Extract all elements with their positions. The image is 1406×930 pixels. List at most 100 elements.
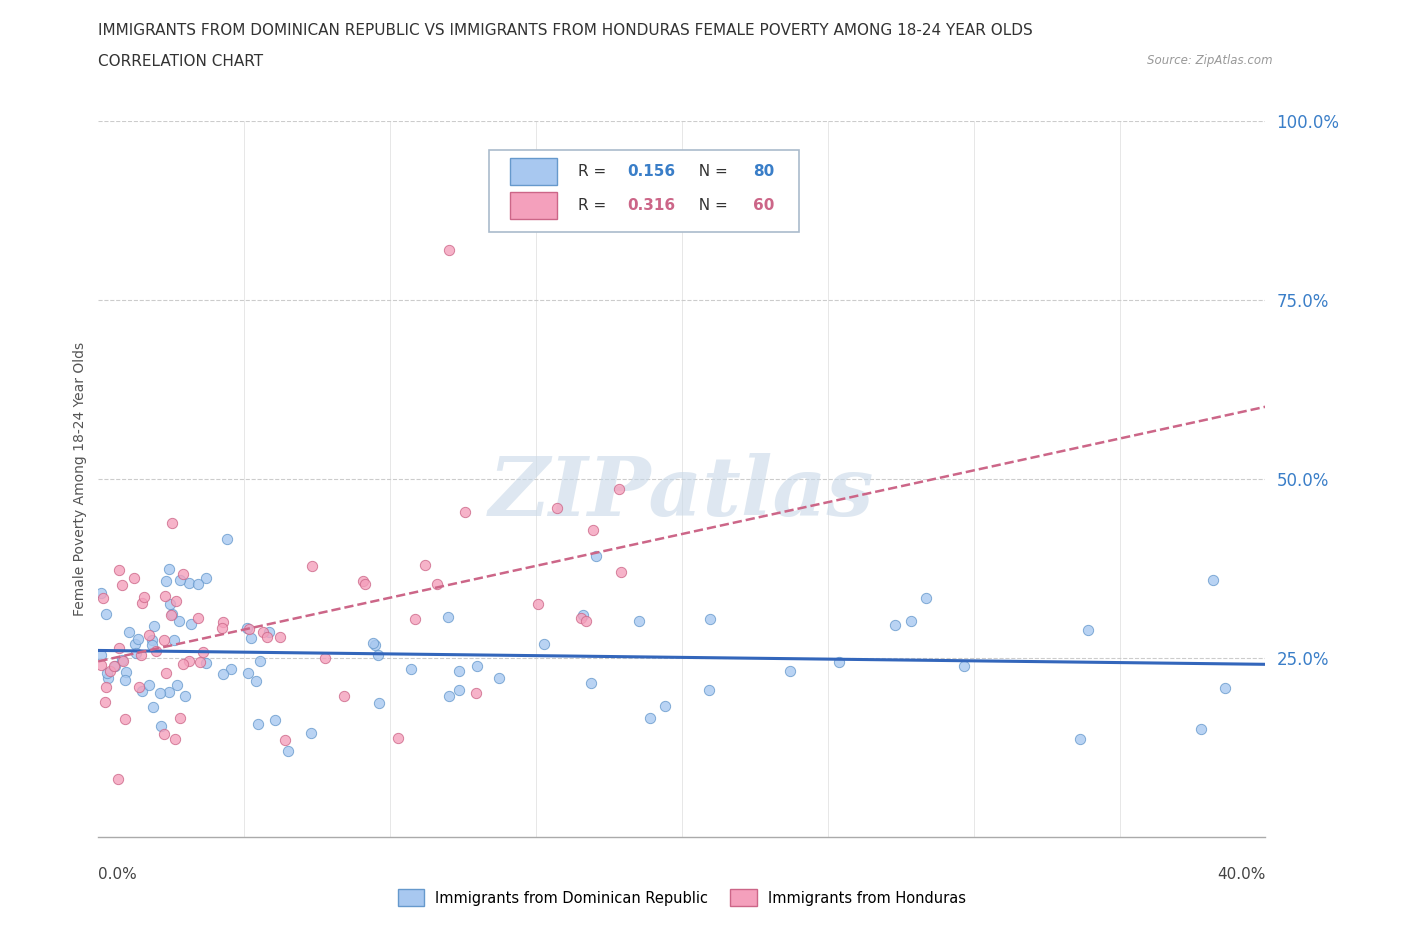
Point <box>454 505 477 520</box>
Text: 60: 60 <box>754 198 775 213</box>
Point <box>607 482 630 497</box>
Point <box>399 662 422 677</box>
Legend: Immigrants from Dominican Republic, Immigrants from Honduras: Immigrants from Dominican Republic, Immi… <box>392 884 972 912</box>
Point <box>212 615 235 630</box>
Point <box>138 628 160 643</box>
Point <box>900 613 922 628</box>
Point <box>488 671 510 685</box>
Text: 80: 80 <box>754 165 775 179</box>
Point <box>426 577 449 591</box>
Point <box>447 683 470 698</box>
Point <box>585 549 607 564</box>
Point <box>165 593 187 608</box>
Point <box>571 607 593 622</box>
Text: 0.156: 0.156 <box>627 165 675 179</box>
Point <box>188 655 211 670</box>
Point <box>575 614 598 629</box>
Point <box>1213 681 1236 696</box>
Point <box>118 625 141 640</box>
Point <box>108 641 131 656</box>
Point <box>247 716 270 731</box>
Point <box>252 624 274 639</box>
Text: N =: N = <box>689 165 733 179</box>
Point <box>125 645 148 660</box>
Point <box>354 577 377 591</box>
Point <box>953 659 976 674</box>
Point <box>610 565 633 579</box>
Point <box>107 563 129 578</box>
Point <box>194 571 217 586</box>
Point <box>107 772 129 787</box>
Point <box>828 655 851 670</box>
Point <box>219 661 242 676</box>
Point <box>169 573 191 588</box>
Point <box>627 614 650 629</box>
Point <box>124 636 146 651</box>
Point <box>1077 623 1099 638</box>
Point <box>527 596 550 611</box>
Point <box>180 617 202 631</box>
Point <box>149 685 172 700</box>
Point <box>131 647 153 662</box>
Point <box>195 656 218 671</box>
Point <box>179 653 201 668</box>
Point <box>153 726 176 741</box>
Point <box>238 621 260 636</box>
Point <box>269 630 291 644</box>
Text: CORRELATION CHART: CORRELATION CHART <box>98 54 263 69</box>
Point <box>217 531 239 546</box>
Point <box>90 658 112 672</box>
Point <box>299 725 322 740</box>
Point <box>364 637 387 652</box>
Point <box>149 719 172 734</box>
Point <box>141 637 163 652</box>
Point <box>172 657 194 671</box>
Point <box>111 578 134 592</box>
Point <box>249 653 271 668</box>
Point <box>367 647 389 662</box>
Point <box>212 667 235 682</box>
Point <box>256 630 278 644</box>
Point <box>90 647 112 662</box>
Point <box>127 631 149 646</box>
Point <box>174 688 197 703</box>
Point <box>654 698 676 713</box>
Point <box>277 744 299 759</box>
Text: R =: R = <box>578 165 612 179</box>
Point <box>145 644 167 658</box>
Point <box>153 632 176 647</box>
Point <box>157 562 180 577</box>
Point <box>111 653 134 668</box>
Point <box>155 574 177 589</box>
Point <box>169 614 191 629</box>
Point <box>169 711 191 725</box>
Point <box>131 595 153 610</box>
Point <box>160 516 183 531</box>
Point <box>172 566 194 581</box>
Point <box>132 590 155 604</box>
Text: Source: ZipAtlas.com: Source: ZipAtlas.com <box>1147 54 1272 67</box>
Point <box>187 610 209 625</box>
Point <box>112 653 135 668</box>
Point <box>91 591 114 605</box>
Point <box>387 730 409 745</box>
FancyBboxPatch shape <box>489 150 799 232</box>
Point <box>103 658 125 673</box>
Point <box>96 607 118 622</box>
Point <box>114 672 136 687</box>
Point <box>104 658 127 673</box>
Point <box>314 651 336 666</box>
Point <box>131 684 153 698</box>
Point <box>114 711 136 726</box>
Point <box>546 500 568 515</box>
Point <box>238 666 260 681</box>
Point <box>581 523 603 538</box>
Point <box>160 607 183 622</box>
Point <box>187 577 209 591</box>
Point <box>142 699 165 714</box>
Point <box>581 675 603 690</box>
Point <box>115 664 138 679</box>
Point <box>465 658 488 673</box>
Point <box>352 574 374 589</box>
Point <box>569 610 592 625</box>
